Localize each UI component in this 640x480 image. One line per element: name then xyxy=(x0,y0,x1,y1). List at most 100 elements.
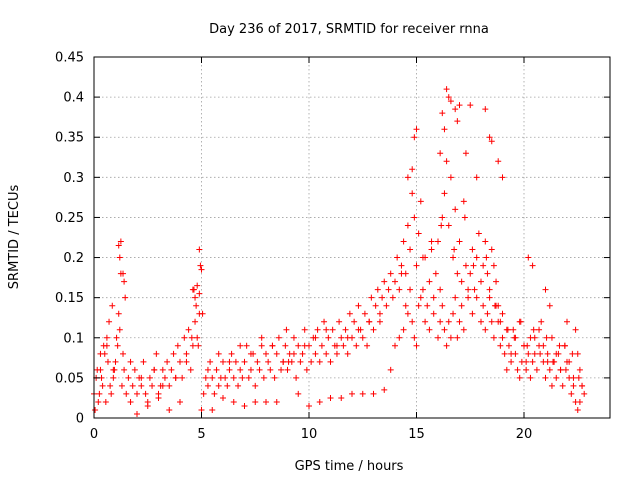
data-point xyxy=(443,158,450,165)
data-point xyxy=(379,294,386,301)
data-point xyxy=(290,350,297,357)
y-tick-label: 0.15 xyxy=(55,291,84,306)
data-point xyxy=(351,318,358,325)
data-point xyxy=(527,374,534,381)
data-point xyxy=(295,342,302,349)
data-point xyxy=(200,390,207,397)
data-point xyxy=(516,374,523,381)
axis-ticks: 0 0.05 0.1 0.15 0.2 0.25 0.3 0.35 0.4 0.45 0 5 10 15 2… xyxy=(55,51,610,442)
data-point xyxy=(297,358,304,365)
data-point xyxy=(508,350,515,357)
data-point xyxy=(202,374,209,381)
data-point xyxy=(122,294,129,301)
data-point xyxy=(349,390,355,397)
data-point xyxy=(321,318,328,325)
data-point xyxy=(177,358,183,365)
data-point xyxy=(228,350,235,357)
data-point xyxy=(553,350,560,357)
data-point xyxy=(483,254,490,261)
data-point xyxy=(523,358,530,365)
data-point xyxy=(439,110,446,117)
data-point xyxy=(301,342,308,349)
data-point xyxy=(215,350,222,357)
data-point xyxy=(155,394,162,401)
data-point xyxy=(252,382,259,389)
data-point xyxy=(514,366,521,373)
data-point xyxy=(185,326,192,333)
data-point xyxy=(263,398,269,405)
data-point xyxy=(482,326,489,333)
data-point xyxy=(575,374,582,381)
data-point xyxy=(445,222,452,229)
data-point xyxy=(570,374,577,381)
x-tick-label: 0 xyxy=(90,427,98,442)
data-point xyxy=(387,270,394,277)
data-point xyxy=(409,190,416,197)
data-point xyxy=(340,342,347,349)
data-point xyxy=(346,310,353,317)
y-tick-label: 0.3 xyxy=(63,171,84,186)
data-point xyxy=(462,262,469,269)
data-point xyxy=(192,294,199,301)
data-point xyxy=(159,366,166,373)
data-point xyxy=(471,286,478,293)
data-point xyxy=(454,118,461,125)
data-point xyxy=(239,374,246,381)
data-point xyxy=(113,334,120,341)
data-point xyxy=(400,238,407,245)
data-point xyxy=(114,342,121,349)
data-point xyxy=(333,342,340,349)
data-point xyxy=(570,382,577,389)
data-point xyxy=(142,390,149,397)
data-point xyxy=(460,198,467,205)
data-point xyxy=(280,358,287,365)
data-point xyxy=(226,366,233,373)
data-point xyxy=(265,358,272,365)
data-point xyxy=(338,394,345,401)
data-point xyxy=(430,310,437,317)
data-point xyxy=(241,358,248,365)
y-tick-label: 0.35 xyxy=(55,131,84,146)
data-point xyxy=(432,270,439,277)
data-point xyxy=(430,294,437,301)
data-point xyxy=(503,366,510,373)
data-point xyxy=(97,350,104,357)
y-tick-label: 0.45 xyxy=(55,51,84,66)
data-point xyxy=(195,342,202,349)
data-point xyxy=(537,350,544,357)
data-point xyxy=(121,278,128,285)
data-point xyxy=(172,374,179,381)
data-point xyxy=(181,334,188,341)
data-point xyxy=(456,102,463,109)
data-point xyxy=(117,238,124,245)
data-point xyxy=(495,158,502,165)
data-point xyxy=(426,278,433,285)
data-point xyxy=(284,366,291,373)
data-point xyxy=(134,390,140,397)
data-point xyxy=(198,406,205,413)
data-point xyxy=(318,342,325,349)
data-point xyxy=(488,138,495,145)
data-point xyxy=(505,342,512,349)
data-point xyxy=(241,402,248,409)
data-point xyxy=(417,294,424,301)
data-point xyxy=(220,394,226,401)
data-point xyxy=(314,326,321,333)
data-point xyxy=(437,150,444,157)
data-point xyxy=(275,334,282,341)
data-point xyxy=(285,358,292,365)
data-point xyxy=(146,374,153,381)
data-point xyxy=(364,342,371,349)
data-point xyxy=(198,266,205,273)
data-point xyxy=(524,342,531,349)
data-point xyxy=(376,318,383,325)
data-point xyxy=(220,358,226,365)
data-point xyxy=(273,350,280,357)
data-point xyxy=(252,398,259,405)
data-point xyxy=(546,302,553,309)
data-point xyxy=(450,310,457,317)
data-point xyxy=(437,318,444,325)
data-point xyxy=(372,302,379,309)
data-point xyxy=(530,326,537,333)
